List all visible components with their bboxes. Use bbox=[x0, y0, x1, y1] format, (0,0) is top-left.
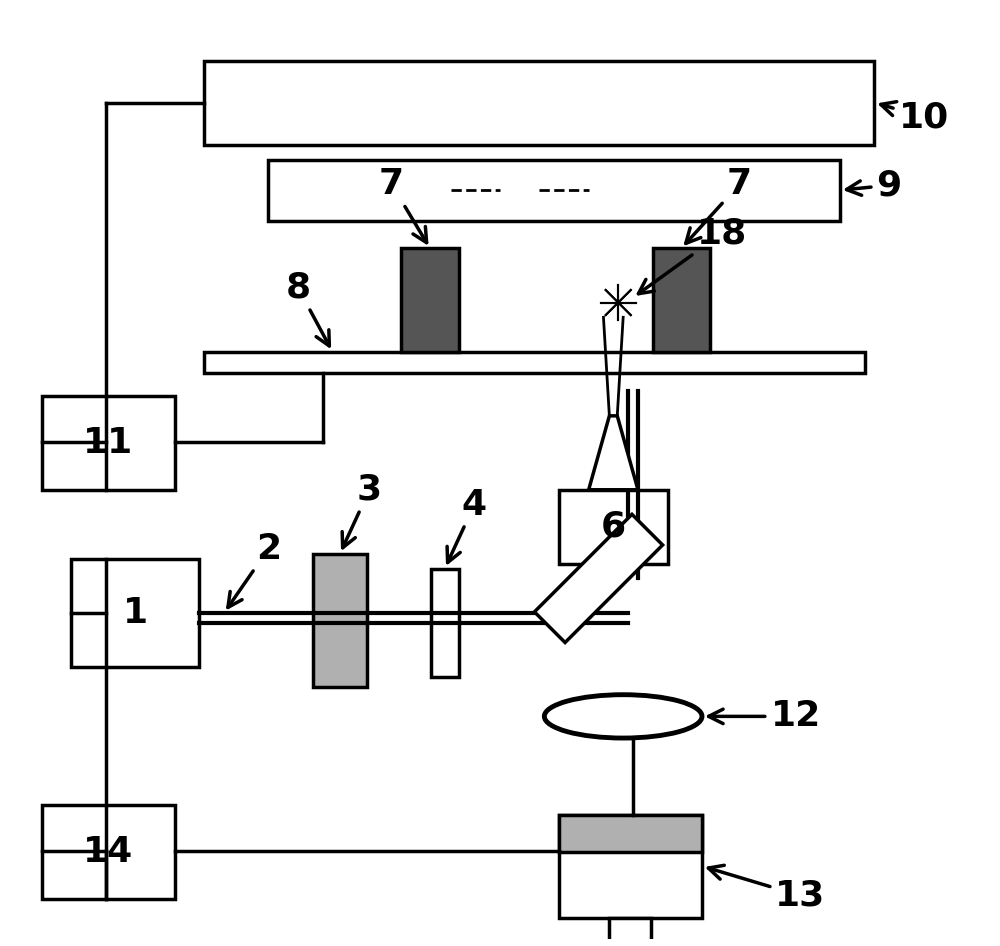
Text: 7: 7 bbox=[686, 167, 752, 243]
Bar bbox=[204, 61, 874, 145]
Ellipse shape bbox=[544, 694, 702, 738]
Bar bbox=[42, 396, 175, 490]
Polygon shape bbox=[534, 515, 663, 642]
Bar bbox=[71, 559, 199, 667]
Text: 10: 10 bbox=[881, 100, 949, 134]
Text: 1: 1 bbox=[123, 596, 148, 630]
Text: 7: 7 bbox=[379, 167, 427, 242]
Text: 14: 14 bbox=[83, 835, 133, 868]
Bar bbox=[559, 815, 702, 852]
Text: 18: 18 bbox=[638, 217, 747, 293]
Bar bbox=[268, 160, 840, 220]
Bar bbox=[313, 553, 367, 687]
Text: 8: 8 bbox=[285, 271, 329, 346]
Text: 3: 3 bbox=[342, 473, 382, 548]
Bar bbox=[204, 352, 865, 374]
Text: 11: 11 bbox=[83, 426, 133, 460]
Text: 2: 2 bbox=[228, 532, 281, 607]
Polygon shape bbox=[589, 416, 638, 490]
Bar bbox=[609, 919, 651, 946]
Bar bbox=[42, 805, 175, 899]
Bar bbox=[559, 815, 702, 919]
Text: 4: 4 bbox=[447, 487, 487, 563]
Text: 12: 12 bbox=[709, 699, 821, 733]
Text: 6: 6 bbox=[601, 510, 626, 544]
Bar bbox=[559, 490, 668, 564]
Bar bbox=[431, 569, 459, 677]
Bar bbox=[401, 249, 459, 352]
Bar bbox=[653, 249, 710, 352]
Text: 9: 9 bbox=[847, 168, 902, 202]
Text: 13: 13 bbox=[708, 866, 826, 913]
